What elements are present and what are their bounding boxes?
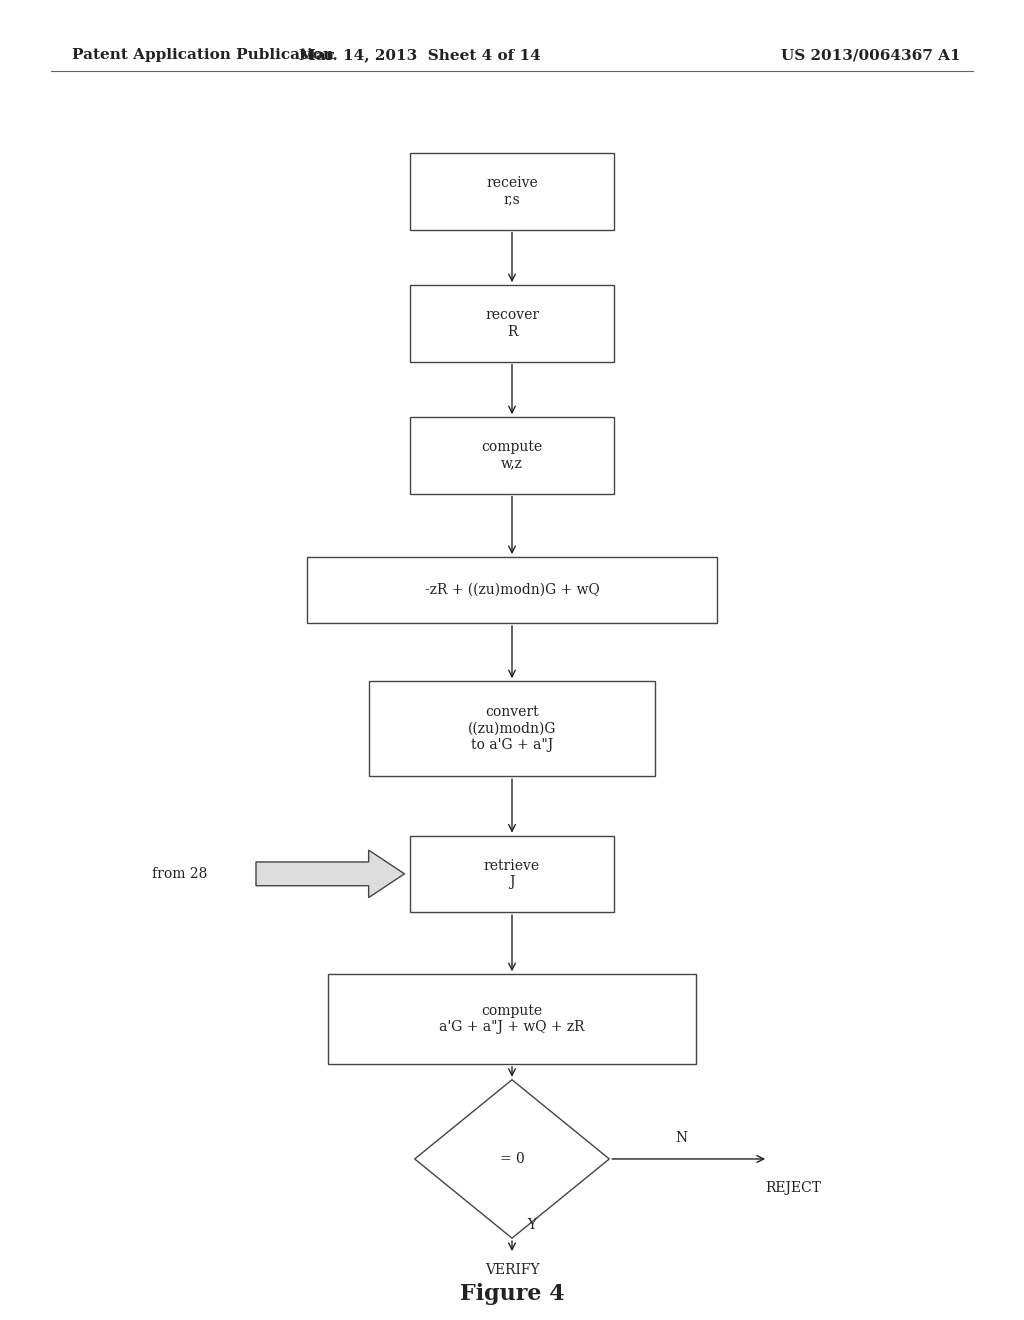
Text: Mar. 14, 2013  Sheet 4 of 14: Mar. 14, 2013 Sheet 4 of 14 bbox=[299, 49, 541, 62]
Text: from 28: from 28 bbox=[152, 867, 207, 880]
Text: VERIFY: VERIFY bbox=[484, 1263, 540, 1276]
Text: receive
r,s: receive r,s bbox=[486, 177, 538, 206]
Bar bbox=[369, 681, 655, 776]
Text: -zR + ((zu)modn)G + wQ: -zR + ((zu)modn)G + wQ bbox=[425, 583, 599, 597]
Text: N: N bbox=[675, 1131, 687, 1144]
Bar bbox=[328, 974, 696, 1064]
Text: retrieve
J: retrieve J bbox=[484, 859, 540, 888]
Text: REJECT: REJECT bbox=[766, 1181, 821, 1195]
Bar bbox=[307, 557, 717, 623]
Text: convert
((zu)modn)G
to a'G + a"J: convert ((zu)modn)G to a'G + a"J bbox=[468, 705, 556, 752]
Text: Patent Application Publication: Patent Application Publication bbox=[72, 49, 334, 62]
Text: Y: Y bbox=[527, 1218, 537, 1232]
Text: compute
w,z: compute w,z bbox=[481, 441, 543, 470]
Bar bbox=[410, 153, 614, 230]
Text: compute
a'G + a"J + wQ + zR: compute a'G + a"J + wQ + zR bbox=[439, 1005, 585, 1034]
Polygon shape bbox=[415, 1080, 609, 1238]
Polygon shape bbox=[256, 850, 404, 898]
Bar bbox=[410, 836, 614, 912]
Text: Figure 4: Figure 4 bbox=[460, 1283, 564, 1304]
Bar bbox=[410, 285, 614, 362]
Text: US 2013/0064367 A1: US 2013/0064367 A1 bbox=[780, 49, 961, 62]
Bar bbox=[410, 417, 614, 494]
Text: = 0: = 0 bbox=[500, 1152, 524, 1166]
Text: recover
R: recover R bbox=[485, 309, 539, 338]
